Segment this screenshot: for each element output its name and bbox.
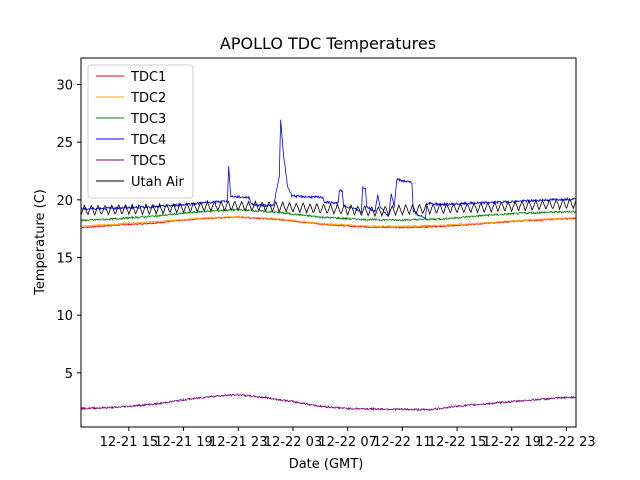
x-tick-label: 12-22 03 [264,435,322,450]
x-tick-label: 12-22 11 [373,435,431,450]
series-line-tdc5 [81,393,576,412]
legend-label: TDC1 [130,70,166,85]
x-tick-label: 12-22 23 [537,435,595,450]
x-tick-label: 12-21 15 [100,435,158,450]
legend-label: TDC2 [130,91,166,106]
series-line-tdc2 [81,215,576,228]
legend-label: Utah Air [131,175,184,190]
y-tick-label: 20 [56,194,73,209]
series-line-tdc3 [81,207,576,222]
plot-area [81,119,576,412]
chart-title: APOLLO TDC Temperatures [220,34,436,53]
x-tick-label: 12-22 15 [428,435,486,450]
y-tick-label: 15 [56,251,73,266]
x-tick-label: 12-21 23 [209,435,267,450]
series-line-tdc1 [81,216,576,229]
y-axis-label: Temperature (C) [33,189,48,296]
legend-box [87,64,194,199]
y-tick-label: 5 [65,367,73,382]
legend-label: TDC5 [130,154,166,169]
legend-label: TDC4 [130,133,166,148]
legend: TDC1 TDC2 TDC3 TDC4 TDC5 Utah Air [87,64,194,199]
y-tick-label: 10 [56,309,73,324]
legend-label: TDC3 [130,112,166,127]
x-axis-label: Date (GMT) [289,457,364,472]
series-line-utah-air [81,198,576,218]
axes-frame [80,57,577,428]
y-tick-label: 25 [56,136,73,151]
x-tick-label: 12-22 19 [483,435,541,450]
x-tick-label: 12-21 19 [154,435,212,450]
x-tick-label: 12-22 07 [318,435,376,450]
y-tick-label: 30 [56,79,73,94]
